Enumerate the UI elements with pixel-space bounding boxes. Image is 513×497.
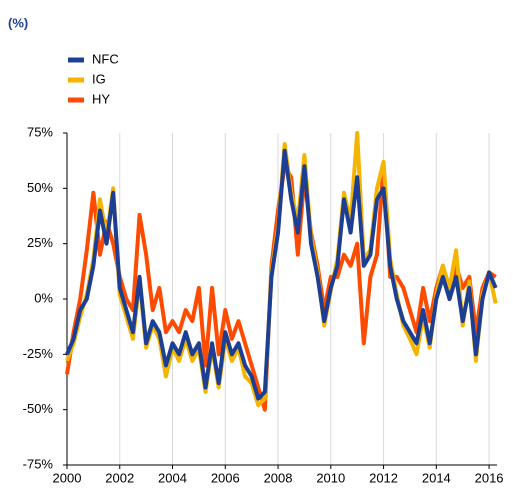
y-tick-label: 50% <box>27 180 53 195</box>
x-tick-label: 2012 <box>369 470 398 485</box>
x-tick-label: 2000 <box>53 470 82 485</box>
legend-label: IG <box>92 71 106 86</box>
x-tick-label: 2004 <box>158 470 187 485</box>
x-tick-label: 2002 <box>105 470 134 485</box>
y-tick-label: -75% <box>23 456 54 471</box>
x-tick-label: 2008 <box>264 470 293 485</box>
y-tick-label: 25% <box>27 235 53 250</box>
chart-title: (%) <box>8 15 28 30</box>
legend-label: HY <box>92 91 110 106</box>
y-tick-label: 75% <box>27 124 53 139</box>
y-tick-label: 0% <box>34 290 53 305</box>
legend-label: NFC <box>92 51 119 66</box>
y-tick-label: -50% <box>23 401 54 416</box>
x-tick-label: 2016 <box>475 470 504 485</box>
series-line <box>65 148 498 401</box>
x-tick-label: 2014 <box>422 470 451 485</box>
y-tick-label: -25% <box>23 346 54 361</box>
x-tick-label: 2010 <box>316 470 345 485</box>
x-tick-label: 2006 <box>211 470 240 485</box>
